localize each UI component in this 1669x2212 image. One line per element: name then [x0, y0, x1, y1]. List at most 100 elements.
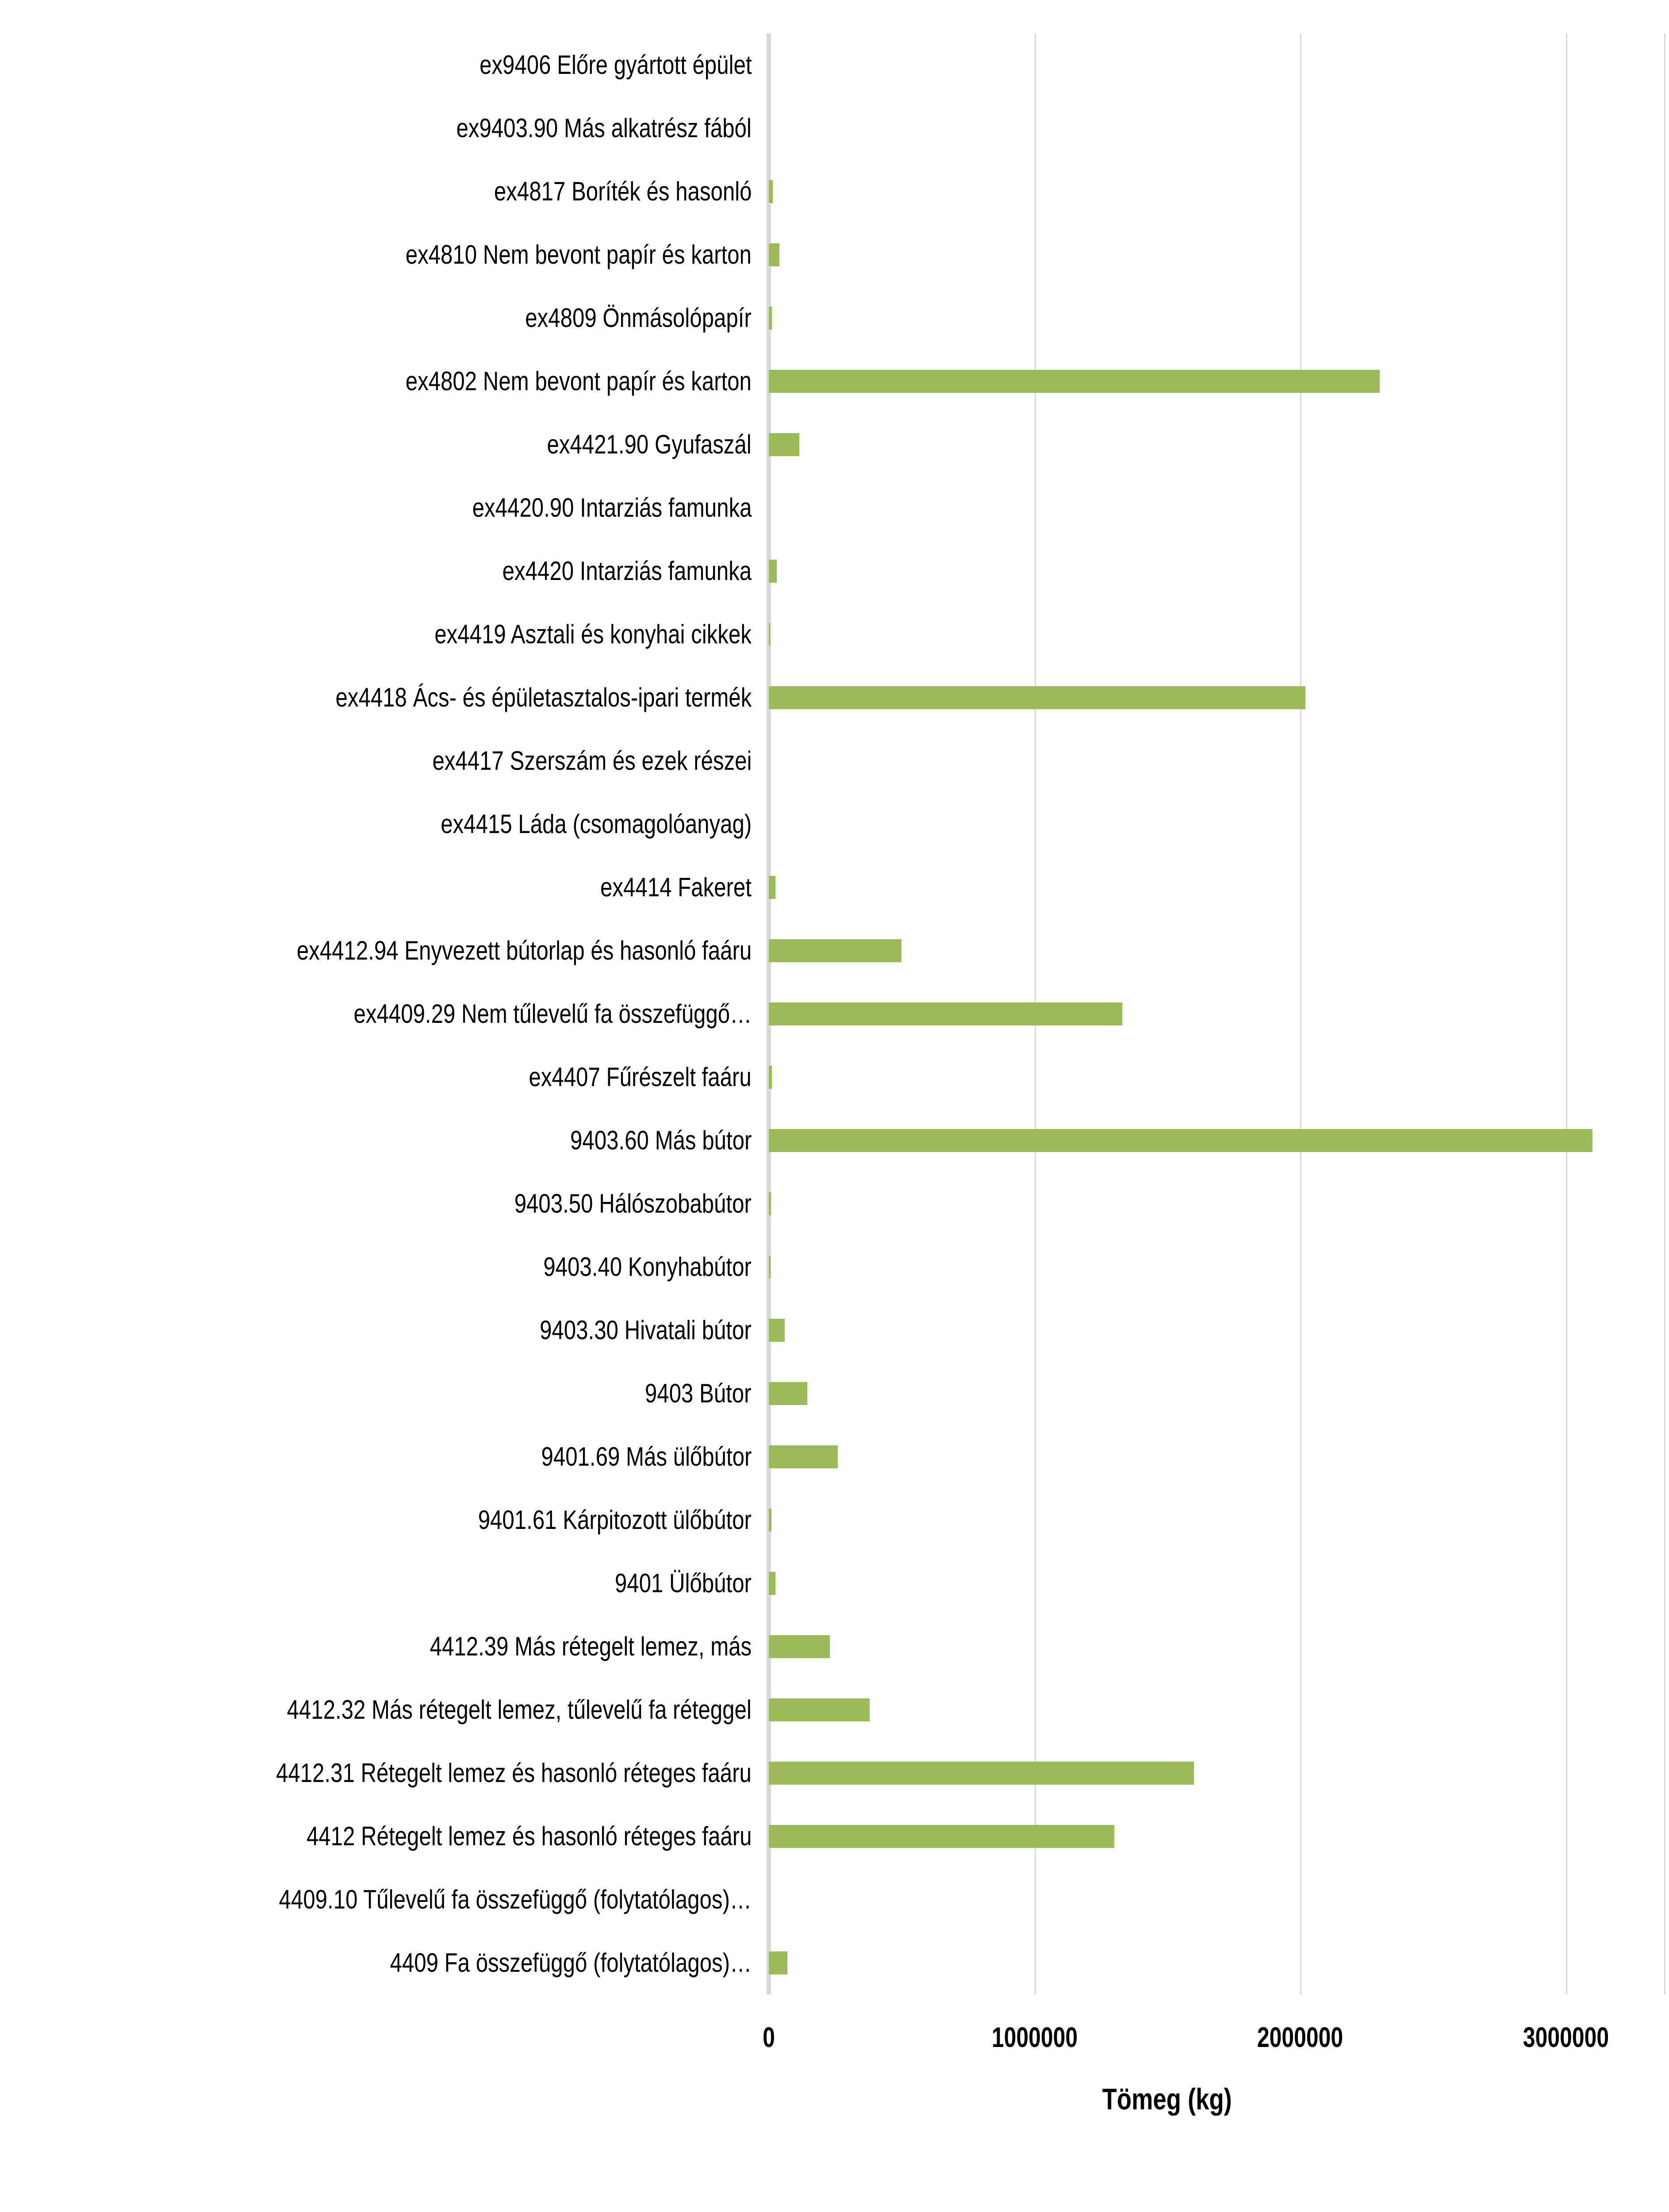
bar	[769, 1761, 1194, 1785]
category-label-row: ex4418 Ács- és épületasztalos-ipari term…	[0, 666, 758, 729]
bar-row	[769, 1318, 785, 1342]
category-label-row: 9403.30 Hivatali bútor	[0, 1298, 758, 1362]
bar	[769, 686, 1305, 709]
bar-row	[769, 433, 799, 456]
bar-row	[769, 369, 1380, 393]
category-label-row: ex4817 Boríték és hasonló	[0, 160, 758, 223]
category-label-row: ex4802 Nem bevont papír és karton	[0, 349, 758, 413]
category-label-row: 4412.39 Más rétegelt lemez, más	[0, 1615, 758, 1678]
category-label-row: ex4407 Fűrészelt faáru	[0, 1045, 758, 1109]
bar	[769, 1065, 772, 1089]
x-axis-tick-label: 0	[763, 2021, 775, 2053]
category-label-row: ex9406 Előre gyártott épület	[0, 33, 758, 96]
bar-row	[769, 1129, 1592, 1152]
category-label: ex4412.94 Enyvezett bútorlap és hasonló …	[296, 935, 752, 965]
category-label-row: ex4421.90 Gyufaszál	[0, 413, 758, 476]
category-label: ex4802 Nem bevont papír és karton	[405, 366, 752, 396]
bar	[769, 180, 773, 203]
gridline	[1300, 33, 1301, 1994]
category-label-row: ex4414 Fakeret	[0, 856, 758, 919]
bar-row	[769, 1508, 771, 1532]
bar	[769, 1382, 807, 1405]
y-axis-category-labels: ex9406 Előre gyártott épület ex9403.90 Má…	[0, 33, 758, 1994]
category-label-row: ex4420.90 Intarziás famunka	[0, 476, 758, 539]
category-label: 9401.61 Kárpitozott ülőbútor	[478, 1505, 752, 1535]
category-label: 4409.10 Tűlevelű fa összefüggő (folytató…	[279, 1884, 752, 1914]
bar-row	[769, 876, 775, 899]
bar	[769, 1002, 1122, 1025]
category-label-row: 9401.61 Kárpitozott ülőbútor	[0, 1488, 758, 1551]
bar-row	[769, 1065, 772, 1089]
bar-row	[769, 1824, 1114, 1848]
category-label: ex4414 Fakeret	[600, 872, 752, 902]
category-label: 9401.69 Más ülőbútor	[541, 1441, 752, 1471]
bar-row	[769, 1635, 830, 1658]
gridline	[1566, 33, 1567, 1994]
bar-row	[769, 1951, 787, 1974]
bar	[769, 1698, 870, 1721]
category-label-row: 9403.50 Hálószobabútor	[0, 1172, 758, 1235]
category-label: 4412.32 Más rétegelt lemez, tűlevelű fa …	[287, 1694, 752, 1724]
category-label-row: ex4412.94 Enyvezett bútorlap és hasonló …	[0, 919, 758, 982]
bar-row	[769, 1255, 771, 1279]
bar-row	[769, 939, 902, 962]
category-label-row: 4409 Fa összefüggő (folytatólagos)…	[0, 1931, 758, 1994]
bar-row	[769, 622, 770, 646]
category-label-row: ex4409.29 Nem tűlevelű fa összefüggő…	[0, 982, 758, 1045]
category-label-row: 4409.10 Tűlevelű fa összefüggő (folytató…	[0, 1868, 758, 1931]
bar	[769, 939, 902, 962]
category-label-row: ex4415 Láda (csomagolóanyag)	[0, 792, 758, 856]
category-label: ex4418 Ács- és épületasztalos-ipari term…	[335, 682, 752, 712]
category-label-row: ex4420 Intarziás famunka	[0, 539, 758, 603]
bar-row	[769, 306, 772, 330]
bar	[769, 1508, 771, 1532]
category-label-row: 4412 Rétegelt lemez és hasonló réteges f…	[0, 1805, 758, 1868]
category-label: ex4809 Önmásolópapír	[525, 303, 752, 333]
category-label-row: ex9403.90 Más alkatrész fából	[0, 96, 758, 160]
x-axis-tick-label: 2000000	[1257, 2021, 1343, 2053]
category-label-row: 9403.40 Konyhabútor	[0, 1235, 758, 1298]
category-label: ex4409.29 Nem tűlevelű fa összefüggő…	[353, 998, 752, 1029]
bar	[769, 559, 777, 583]
category-label: ex4420.90 Intarziás famunka	[472, 492, 752, 522]
bar	[769, 433, 799, 456]
category-label: ex4417 Szerszám és ezek részei	[432, 745, 752, 776]
category-label: ex4419 Asztali és konyhai cikkek	[434, 619, 752, 649]
bar-row	[769, 243, 779, 266]
bar	[769, 1318, 785, 1342]
bar	[769, 1255, 771, 1279]
x-axis-tick-label: 3000000	[1523, 2021, 1609, 2053]
category-label: 4412 Rétegelt lemez és hasonló réteges f…	[306, 1821, 752, 1851]
bar	[769, 1445, 838, 1468]
bar-row	[769, 1382, 807, 1405]
bar	[769, 306, 772, 330]
category-label-row: ex4417 Szerszám és ezek részei	[0, 729, 758, 792]
plot-right-border	[1664, 33, 1665, 1994]
category-label: 4412.31 Rétegelt lemez és hasonló rétege…	[276, 1758, 752, 1788]
category-label-row: 9401 Ülőbútor	[0, 1551, 758, 1615]
category-label: ex4407 Fűrészelt faáru	[529, 1062, 752, 1092]
category-label: ex4810 Nem bevont papír és karton	[405, 239, 752, 269]
category-label-row: ex4419 Asztali és konyhai cikkek	[0, 603, 758, 666]
bar	[769, 876, 775, 899]
bar	[769, 1192, 771, 1215]
category-label: 9401 Ülőbútor	[614, 1568, 752, 1598]
category-label-row: 9403 Bútor	[0, 1362, 758, 1425]
category-label-row: ex4810 Nem bevont papír és karton	[0, 223, 758, 286]
category-label: 9403.50 Hálószobabútor	[514, 1188, 752, 1218]
category-label: 4409 Fa összefüggő (folytatólagos)…	[390, 1947, 752, 1978]
x-axis-tick-labels: 0 1000000 2000000 3000000	[0, 2021, 1669, 2056]
category-label: ex4421.90 Gyufaszál	[547, 429, 752, 459]
bar	[769, 1635, 830, 1658]
category-label: ex4420 Intarziás famunka	[502, 556, 752, 586]
bar	[769, 369, 1380, 393]
category-label: 9403.30 Hivatali bútor	[540, 1315, 752, 1345]
bar-row	[769, 1698, 870, 1721]
category-label-row: ex4809 Önmásolópapír	[0, 286, 758, 349]
bar-row	[769, 1761, 1194, 1785]
category-label: 9403.60 Más bútor	[570, 1125, 752, 1155]
x-axis-title: Tömeg (kg)	[1102, 2082, 1232, 2116]
bar-row	[769, 686, 1305, 709]
x-axis-tick-label: 1000000	[991, 2021, 1078, 2053]
